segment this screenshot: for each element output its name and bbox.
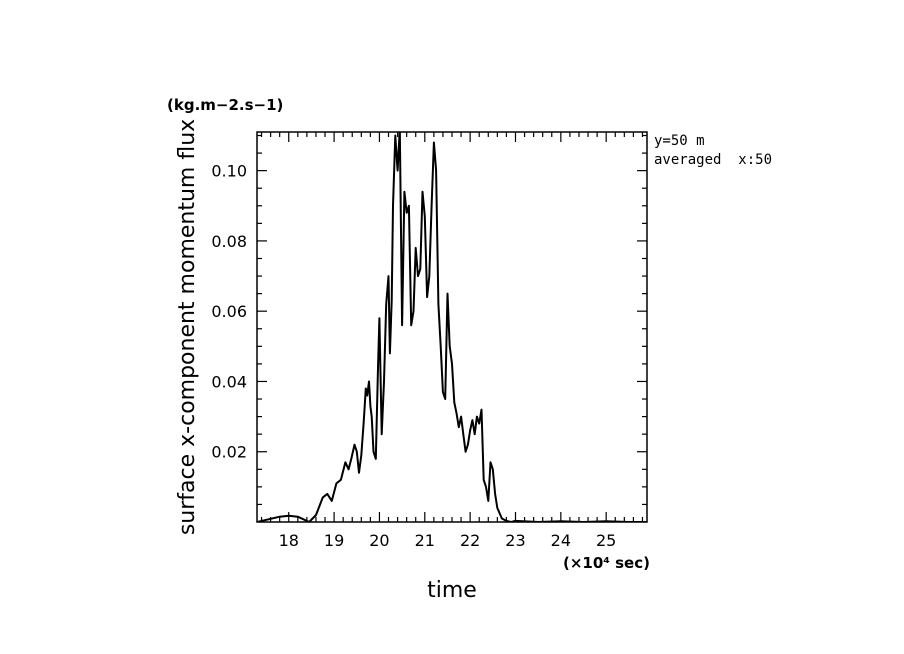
- x-tick-label: 21: [415, 531, 435, 550]
- y-tick-label: 0.06: [211, 302, 247, 321]
- annotation-averaged: averaged x:50: [654, 152, 772, 168]
- series-line: [257, 132, 647, 522]
- x-tick-label: 24: [551, 531, 571, 550]
- y-tick-label: 0.04: [211, 372, 247, 391]
- x-axis-title: time: [427, 578, 477, 603]
- x-tick-label: 19: [324, 531, 344, 550]
- x-tick-label: 23: [505, 531, 525, 550]
- plot-frame: [256, 131, 648, 523]
- x-tick-label: 20: [369, 531, 389, 550]
- y-unit-label: (kg.m−2.s−1): [167, 96, 283, 114]
- annotation-position: y=50 m: [654, 133, 705, 149]
- y-tick-label: 0.10: [211, 162, 247, 181]
- axis-ticks: [257, 132, 647, 522]
- x-unit-label: (×10⁴ sec): [563, 554, 650, 572]
- x-tick-label: 22: [460, 531, 480, 550]
- y-axis-title: surface x-component momentum flux: [175, 119, 200, 535]
- y-tick-label: 0.08: [211, 232, 247, 251]
- tick-labels: 18 19 20 21 22 23 24 25 0.02 0.04 0.06 0.08 0.10: [211, 162, 616, 550]
- y-tick-label: 0.02: [211, 443, 247, 462]
- x-tick-label: 25: [596, 531, 616, 550]
- x-tick-label: 18: [279, 531, 299, 550]
